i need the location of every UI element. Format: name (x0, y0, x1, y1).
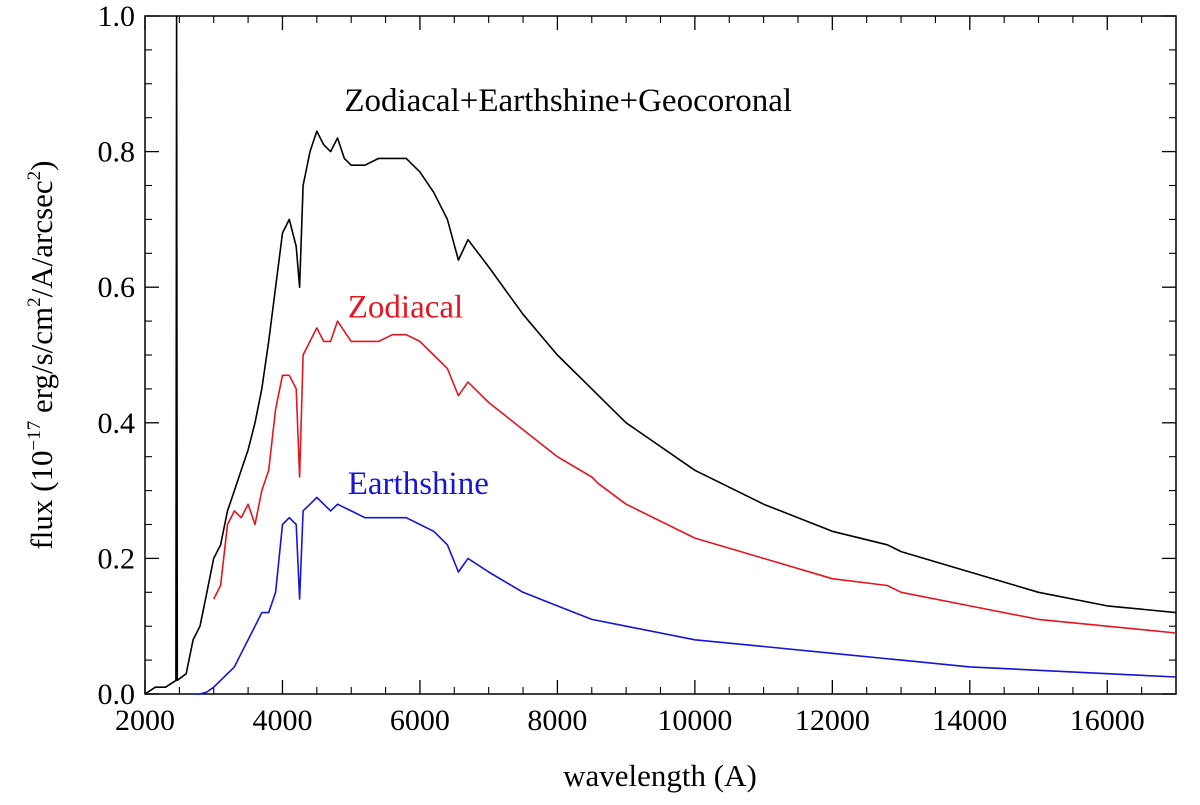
zodiacal-line (212, 320, 1177, 634)
x-tick-label: 4000 (252, 704, 312, 737)
series-layer (144, 15, 1177, 695)
x-tick-label: 12000 (795, 704, 870, 737)
y-axis-label: flux (10−17 erg/s/cm2/A/arcsec2) (24, 160, 59, 549)
y-tick-label: 1.0 (98, 0, 136, 33)
y-tick-label: 0.2 (98, 542, 136, 575)
y-tick-label: 0.4 (98, 407, 136, 440)
earthshine-line (193, 496, 1177, 695)
x-tick-label: 2000 (115, 704, 175, 737)
x-tick-label: 10000 (657, 704, 732, 737)
y-tick-label: 0.8 (98, 136, 136, 169)
zodiacal-label: Zodiacal (348, 290, 463, 326)
axis-ticks: 2000 4000 6000 8000 10000 12000 14000 16000 0.0 0… (98, 0, 1176, 737)
x-tick-label: 14000 (932, 704, 1007, 737)
y-tick-label: 0.6 (98, 271, 136, 304)
x-tick-label: 6000 (390, 704, 450, 737)
series-labels: Zodiacal+Earthshine+Geocoronal Zodiacal Ea… (344, 83, 792, 502)
y-tick-label: 0.0 (98, 678, 136, 711)
x-tick-label: 8000 (527, 704, 587, 737)
earthshine-label: Earthshine (348, 466, 489, 502)
total-spectrum-label: Zodiacal+Earthshine+Geocoronal (344, 83, 792, 119)
x-axis-label: wavelength (A) (563, 758, 757, 793)
x-tick-label: 16000 (1070, 704, 1145, 737)
total-spectrum-line (144, 15, 1177, 695)
